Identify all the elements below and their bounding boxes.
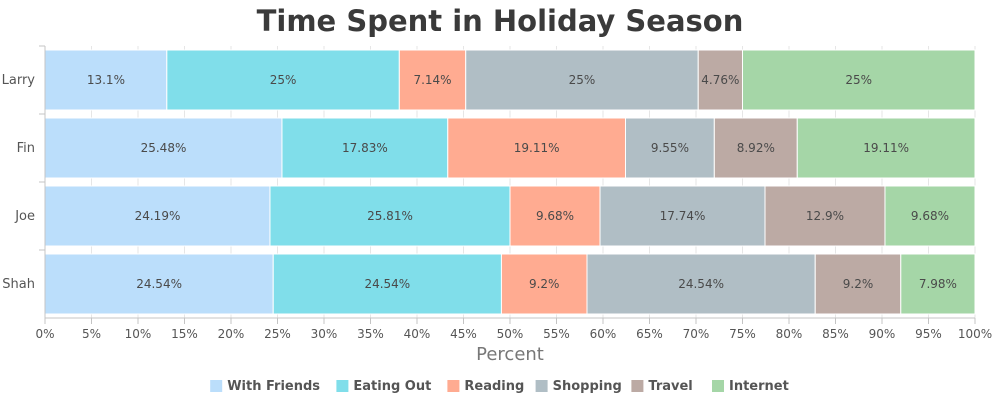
x-tick-label: 65%	[636, 327, 663, 341]
data-label: 25%	[270, 73, 297, 87]
x-tick-label: 0%	[35, 327, 54, 341]
data-label: 9.2%	[529, 277, 560, 291]
x-tick-label: 55%	[543, 327, 570, 341]
legend-label: Shopping	[553, 379, 622, 394]
data-label: 25%	[845, 73, 872, 87]
x-tick-label: 60%	[590, 327, 617, 341]
bar-segment[interactable]	[599, 185, 766, 247]
data-label: 17.83%	[342, 141, 388, 155]
bar-segment[interactable]	[44, 185, 271, 247]
bar-segment[interactable]	[586, 253, 816, 315]
data-label: 4.76%	[701, 73, 739, 87]
data-labels: 13.1% 25% 7.14% 25% 4.76% 25% 25.48% 17.83% 19.1…	[87, 73, 957, 291]
data-label: 9.55%	[651, 141, 689, 155]
x-tick-label: 85%	[822, 327, 849, 341]
legend-item[interactable]: Travel	[631, 379, 693, 394]
data-label: 9.2%	[843, 277, 874, 291]
legend-label: With Friends	[227, 379, 320, 394]
legend-item[interactable]: Reading	[447, 379, 524, 394]
x-tick-label: 95%	[915, 327, 942, 341]
x-tick-label: 10%	[125, 327, 152, 341]
data-label: 19.11%	[514, 141, 560, 155]
chart-title: Time Spent in Holiday Season	[257, 4, 744, 38]
x-tick-label: 50%	[497, 327, 524, 341]
legend-swatch	[631, 380, 644, 392]
bar-segment[interactable]	[796, 117, 976, 179]
legend-label: Internet	[729, 379, 789, 394]
x-tick-label: 75%	[729, 327, 756, 341]
x-tick-label: 35%	[357, 327, 384, 341]
bar-segment[interactable]	[742, 49, 976, 111]
data-label: 8.92%	[737, 141, 775, 155]
legend-label: Travel	[648, 379, 692, 394]
category-label: Shah	[2, 277, 35, 292]
bar-segment[interactable]	[884, 185, 976, 247]
legend-item[interactable]: Internet	[712, 379, 789, 394]
x-tick-label: 90%	[869, 327, 896, 341]
bar-segment[interactable]	[398, 49, 467, 111]
x-tick-label: 80%	[776, 327, 803, 341]
data-label: 24.54%	[364, 277, 410, 291]
data-label: 13.1%	[87, 73, 125, 87]
bar-segment[interactable]	[465, 49, 699, 111]
x-tick-label: 25%	[264, 327, 291, 341]
data-label: 24.54%	[678, 277, 724, 291]
category-label: Joe	[14, 209, 35, 224]
axes: 0% 5% 10% 15% 20% 25% 30% 35% 40% 45% 50% 55% 60% 65%…	[2, 45, 992, 341]
bar-segment[interactable]	[447, 117, 627, 179]
data-label: 7.14%	[413, 73, 451, 87]
data-label: 7.98%	[919, 277, 957, 291]
x-tick-label: 5%	[82, 327, 101, 341]
bar-segment[interactable]	[625, 117, 715, 179]
legend-label: Eating Out	[353, 379, 431, 394]
legend: With Friends Eating Out Reading Shopping Tra…	[210, 379, 789, 394]
data-label: 9.68%	[911, 209, 949, 223]
data-label: 17.74%	[660, 209, 706, 223]
legend-swatch	[210, 380, 223, 392]
bar-segment[interactable]	[814, 253, 902, 315]
x-tick-label: 15%	[171, 327, 198, 341]
bar-segment[interactable]	[44, 253, 274, 315]
data-label: 25.81%	[367, 209, 413, 223]
category-label: Larry	[2, 73, 36, 88]
category-label: Fin	[17, 141, 35, 156]
legend-swatch	[336, 380, 349, 392]
bar-segment[interactable]	[281, 117, 449, 179]
x-tick-label: 100%	[958, 327, 992, 341]
bars	[44, 49, 976, 315]
data-label: 12.9%	[806, 209, 844, 223]
bar-segment[interactable]	[509, 185, 601, 247]
x-tick-label: 40%	[404, 327, 431, 341]
x-tick-label: 45%	[450, 327, 477, 341]
legend-swatch	[712, 380, 724, 392]
bar-segment[interactable]	[713, 117, 798, 179]
x-tick-label: 30%	[311, 327, 338, 341]
x-tick-label: 70%	[683, 327, 710, 341]
x-axis-title: Percent	[476, 344, 544, 365]
data-label: 24.54%	[136, 277, 182, 291]
data-label: 9.68%	[536, 209, 574, 223]
legend-item[interactable]: With Friends	[210, 379, 320, 394]
x-tick-label: 20%	[218, 327, 245, 341]
bar-segment[interactable]	[272, 253, 502, 315]
data-label: 25%	[569, 73, 596, 87]
legend-item[interactable]: Eating Out	[336, 379, 431, 394]
legend-item[interactable]: Shopping	[535, 379, 622, 394]
legend-label: Reading	[464, 379, 524, 394]
data-label: 19.11%	[863, 141, 909, 155]
bar-segment[interactable]	[269, 185, 511, 247]
bar-segment[interactable]	[764, 185, 886, 247]
data-label: 24.19%	[135, 209, 181, 223]
bar-segment[interactable]	[500, 253, 588, 315]
data-label: 25.48%	[141, 141, 187, 155]
legend-swatch	[535, 380, 548, 392]
legend-swatch	[447, 380, 460, 392]
bar-segment[interactable]	[697, 49, 743, 111]
bar-segment[interactable]	[900, 253, 976, 315]
